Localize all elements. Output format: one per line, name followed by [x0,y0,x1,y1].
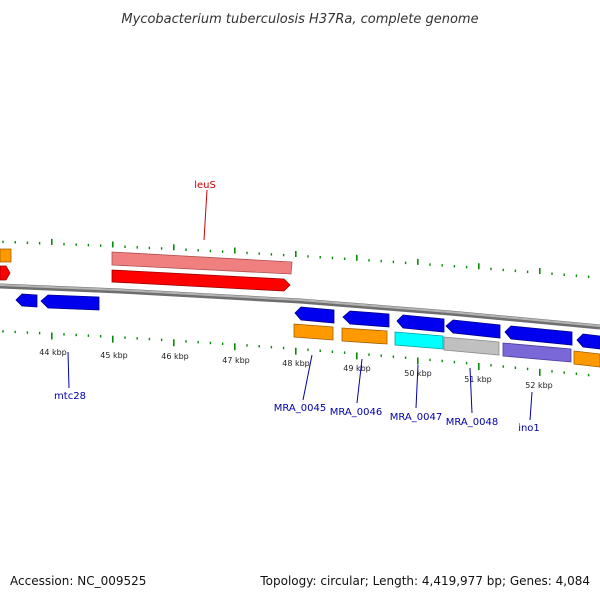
gene-leuS-cds[interactable] [111,269,291,292]
gene-label-MRA_0045[interactable]: MRA_0045 [274,403,326,414]
gene-labels: leuS mtc28 MRA_0045 MRA_0046 MRA_0047 MR… [54,180,540,434]
gene-label-ino1[interactable]: ino1 [518,423,540,434]
gene-ino1[interactable] [502,342,572,363]
kbp-label: 52 kbp [525,381,553,390]
reverse-strand-genes [15,293,600,368]
gene-MRA_0048-cds[interactable] [445,319,501,339]
gene-MRA_0046[interactable] [341,327,388,345]
gene-MRA_0047-cds[interactable] [396,314,445,333]
gene-mtc28-part1[interactable] [15,293,38,308]
gene-MRA_0048[interactable] [443,336,500,356]
gene-label-leuS[interactable]: leuS [194,180,216,191]
gene-leuS-feature[interactable] [111,251,293,275]
gene-MRA_0045-feature[interactable] [293,323,334,341]
accession-text: Accession: NC_009525 [10,574,147,588]
kbp-label: 46 kbp [161,352,189,361]
gene-MRA_0046-cds[interactable] [342,310,390,328]
gene-label-leaders [67,189,533,421]
topology-text: Topology: circular; Length: 4,419,977 bp… [260,574,590,588]
gene-MRA_0045[interactable] [294,306,335,324]
kbp-label: 48 kbp [282,359,310,368]
gene-orange-left[interactable] [0,248,12,263]
gene-label-MRA_0048[interactable]: MRA_0048 [446,417,498,428]
gene-label-MRA_0046[interactable]: MRA_0046 [330,407,382,418]
outer-tick-marks [2,238,590,278]
gene-label-mtc28[interactable]: mtc28 [54,391,86,402]
forward-strand-genes [0,248,293,292]
kbp-label: 47 kbp [222,356,250,365]
gene-mtc28-part2[interactable] [40,294,100,311]
gene-blue-right[interactable] [576,333,600,350]
gene-label-MRA_0047[interactable]: MRA_0047 [390,412,442,423]
inner-tick-marks [2,330,590,377]
kbp-label: 45 kbp [100,351,128,360]
gene-MRA_0047[interactable] [394,331,444,350]
kbp-label: 51 kbp [464,375,492,384]
genome-backbone [0,283,600,330]
gene-orange-right[interactable] [573,350,600,368]
genome-title: Mycobacterium tuberculosis H37Ra, comple… [121,12,478,27]
gene-ino1-cds[interactable] [504,325,573,346]
gene-red-left[interactable] [0,265,11,281]
kbp-label: 49 kbp [343,364,371,373]
kbp-label: 44 kbp [39,348,67,357]
